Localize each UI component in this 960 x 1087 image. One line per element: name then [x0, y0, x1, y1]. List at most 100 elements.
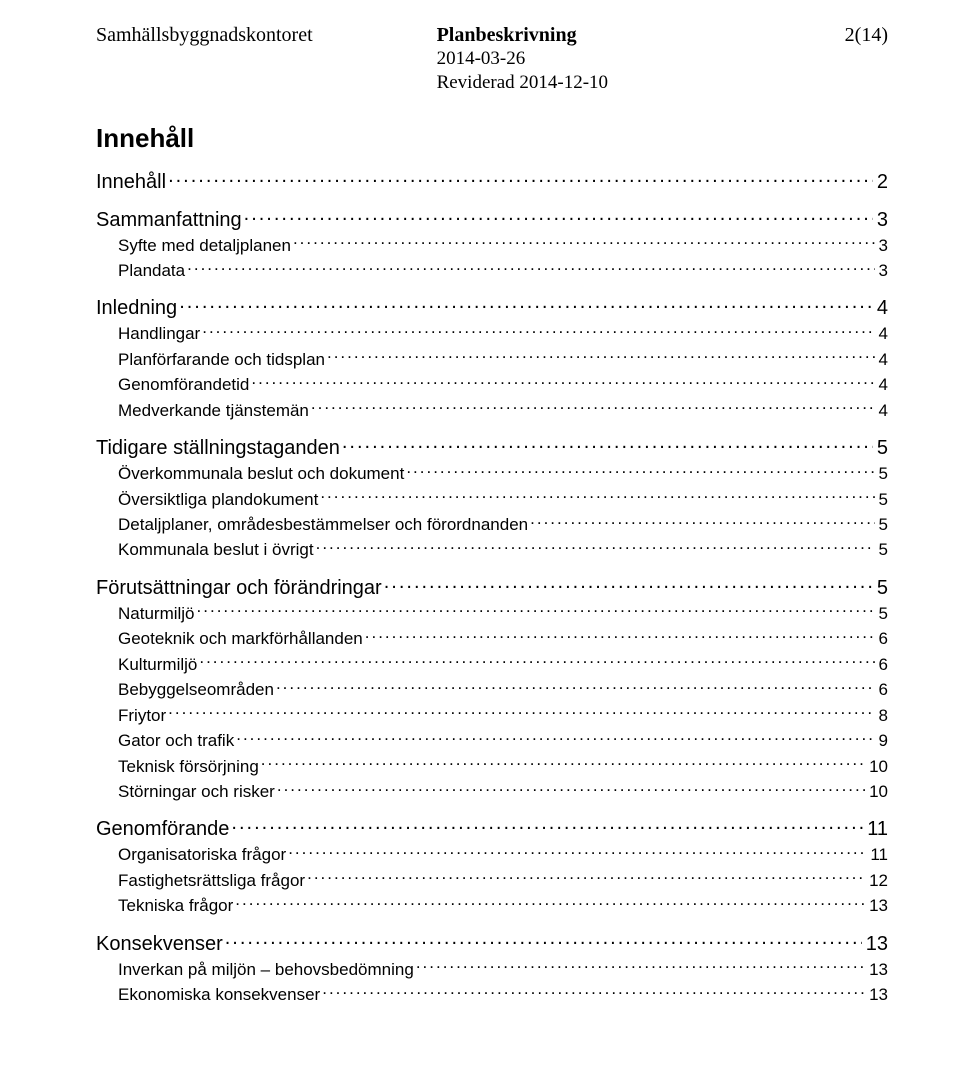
page-number: 2(14) — [845, 24, 888, 46]
toc-entry: Medverkande tjänstemän4 — [118, 399, 888, 422]
toc-entry-page: 13 — [865, 984, 888, 1006]
toc-entry-page: 13 — [862, 933, 888, 956]
toc-entry: Genomförandetid 4 — [118, 373, 888, 396]
toc-entry: Genomförande11 — [96, 815, 888, 841]
toc-entry: Innehåll2 — [96, 168, 888, 194]
toc-entry-page: 10 — [865, 781, 888, 803]
toc-entry: Gator och trafik9 — [118, 729, 888, 752]
toc-entry-page: 3 — [873, 209, 888, 232]
toc-entry-label: Inverkan på miljön – behovsbedömning — [118, 959, 414, 981]
toc-entry-label: Handlingar — [118, 323, 200, 345]
toc-leader — [363, 627, 875, 644]
toc-entry-page: 11 — [866, 844, 888, 866]
toc-entry: Friytor8 — [118, 704, 888, 727]
toc-entry: Ekonomiska konsekvenser 13 — [118, 983, 888, 1006]
toc-entry-page: 13 — [865, 895, 888, 917]
toc-entry: Bebyggelseområden6 — [118, 678, 888, 701]
toc-leader — [318, 488, 874, 505]
toc-entry-label: Förutsättningar och förändringar — [96, 577, 382, 600]
toc-entry: Plandata 3 — [118, 259, 888, 282]
toc-entry-page: 4 — [875, 323, 888, 345]
toc-entry-label: Kulturmiljö — [118, 654, 197, 676]
toc-entry: Planförfarande och tidsplan4 — [118, 348, 888, 371]
toc-entry-page: 4 — [875, 400, 888, 422]
toc-leader — [195, 602, 875, 619]
toc: Innehåll2 Sammanfattning 3 Syfte med detalj… — [96, 168, 888, 1007]
toc-entry: Teknisk försörjning10 — [118, 755, 888, 778]
toc-entry-page: 5 — [875, 514, 888, 536]
toc-entry: Konsekvenser 13 — [96, 930, 888, 956]
toc-entry-page: 11 — [863, 818, 888, 841]
toc-entry-label: Innehåll — [96, 171, 166, 194]
toc-entry: Inverkan på miljön – behovsbedömning 13 — [118, 958, 888, 981]
toc-entry: Överkommunala beslut och dokument 5 — [118, 462, 888, 485]
header-center: Planbeskrivning 2014-03-26 Reviderad 201… — [437, 24, 754, 95]
toc-entry-label: Tidigare ställningstaganden — [96, 437, 340, 460]
toc-entry: Detaljplaner, områdesbestämmelser och fö… — [118, 513, 888, 536]
toc-entry: Störningar och risker10 — [118, 780, 888, 803]
toc-entry-page: 3 — [875, 260, 888, 282]
toc-entry-label: Konsekvenser — [96, 933, 223, 956]
content: Innehåll Innehåll2 Sammanfattning 3 Syfte m… — [96, 123, 888, 1007]
toc-entry-label: Inledning — [96, 297, 177, 320]
toc-entry: Geoteknik och markförhållanden 6 — [118, 627, 888, 650]
toc-entry: Naturmiljö5 — [118, 602, 888, 625]
toc-entry-page: 4 — [873, 297, 888, 320]
toc-entry-label: Sammanfattning — [96, 209, 242, 232]
toc-leader — [275, 780, 865, 797]
org-name: Samhällsbyggnadskontoret — [96, 24, 313, 46]
toc-leader — [404, 462, 874, 479]
toc-leader — [286, 843, 866, 860]
toc-entry-label: Översiktliga plandokument — [118, 489, 318, 511]
toc-entry-page: 5 — [875, 463, 888, 485]
toc-entry-page: 4 — [875, 374, 888, 396]
toc-entry: Kommunala beslut i övrigt 5 — [118, 538, 888, 561]
doc-date: 2014-03-26 — [437, 47, 754, 71]
toc-entry-page: 6 — [875, 628, 888, 650]
toc-entry-label: Ekonomiska konsekvenser — [118, 984, 320, 1006]
toc-leader — [340, 434, 873, 454]
toc-leader — [305, 869, 865, 886]
toc-entry-label: Överkommunala beslut och dokument — [118, 463, 404, 485]
toc-entry-page: 5 — [875, 489, 888, 511]
toc-leader — [309, 399, 875, 416]
toc-entry: Inledning 4 — [96, 294, 888, 320]
toc-entry: Kulturmiljö6 — [118, 653, 888, 676]
toc-entry-page: 5 — [875, 539, 888, 561]
toc-leader — [242, 206, 873, 226]
toc-leader — [166, 168, 873, 188]
doc-title: Planbeskrivning — [437, 24, 754, 47]
toc-entry-label: Syfte med detaljplanen — [118, 235, 291, 257]
toc-entry-page: 13 — [865, 959, 888, 981]
toc-leader — [200, 322, 874, 339]
toc-leader — [234, 729, 874, 746]
header-right: 2(14) — [793, 24, 888, 95]
toc-leader — [291, 234, 875, 251]
toc-leader — [414, 958, 865, 975]
toc-entry-label: Geoteknik och markförhållanden — [118, 628, 363, 650]
toc-entry: Förutsättningar och förändringar5 — [96, 574, 888, 600]
toc-leader — [325, 348, 875, 365]
toc-entry-label: Kommunala beslut i övrigt — [118, 539, 314, 561]
toc-leader — [259, 755, 865, 772]
toc-entry-label: Teknisk försörjning — [118, 756, 259, 778]
toc-entry-label: Genomförandetid — [118, 374, 249, 396]
toc-leader — [197, 653, 874, 670]
page-header: Samhällsbyggnadskontoret Planbeskrivning… — [96, 24, 888, 95]
toc-entry-label: Friytor — [118, 705, 166, 727]
toc-entry-page: 3 — [875, 235, 888, 257]
toc-entry-label: Gator och trafik — [118, 730, 234, 752]
toc-leader — [233, 894, 865, 911]
toc-entry-label: Naturmiljö — [118, 603, 195, 625]
toc-entry: Handlingar 4 — [118, 322, 888, 345]
toc-leader — [382, 574, 873, 594]
toc-entry-page: 5 — [873, 437, 888, 460]
toc-entry: Sammanfattning 3 — [96, 206, 888, 232]
toc-entry-label: Plandata — [118, 260, 185, 282]
toc-entry: Översiktliga plandokument 5 — [118, 488, 888, 511]
toc-leader — [320, 983, 865, 1000]
toc-leader — [274, 678, 875, 695]
toc-leader — [223, 930, 862, 950]
toc-leader — [314, 538, 875, 555]
toc-leader — [166, 704, 874, 721]
